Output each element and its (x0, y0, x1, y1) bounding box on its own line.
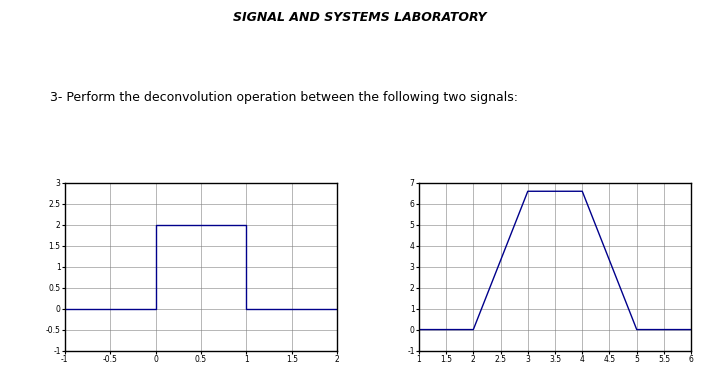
Text: SIGNAL AND SYSTEMS LABORATORY: SIGNAL AND SYSTEMS LABORATORY (233, 11, 487, 24)
Text: 3- Perform the deconvolution operation between the following two signals:: 3- Perform the deconvolution operation b… (50, 91, 518, 104)
